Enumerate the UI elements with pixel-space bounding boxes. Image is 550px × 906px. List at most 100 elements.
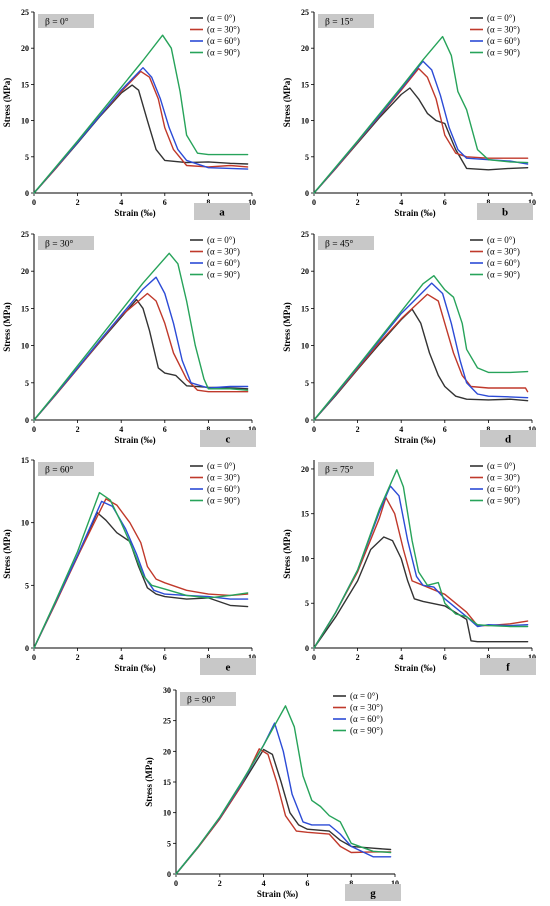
legend-entry: (α = 60°) bbox=[207, 484, 240, 494]
legend-entry: (α = 0°) bbox=[207, 461, 235, 471]
y-tick-label: 5 bbox=[167, 839, 171, 848]
legend-entry: (α = 90°) bbox=[207, 496, 240, 506]
series-line-0 bbox=[33, 298, 249, 421]
legend-entry: (α = 0°) bbox=[487, 235, 515, 245]
y-tick-label: 10 bbox=[21, 342, 29, 351]
series-line-3 bbox=[313, 35, 529, 194]
x-tick-label: 8 bbox=[349, 879, 353, 888]
y-tick-label: 0 bbox=[305, 644, 309, 653]
x-tick-label: 8 bbox=[486, 425, 490, 434]
legend-entry: (α = 30°) bbox=[207, 247, 240, 257]
panel-c: 0 2 4 6 8 10 0 5 10 15 20 25 Strain (‰) Stress (MPa) β… bbox=[2, 230, 256, 447]
y-tick-label: 15 bbox=[301, 80, 309, 89]
legend-entry: (α = 60°) bbox=[207, 258, 240, 268]
beta-label-box bbox=[318, 14, 374, 28]
legend-entry: (α = 30°) bbox=[207, 25, 240, 35]
x-tick-label: 6 bbox=[443, 425, 447, 434]
legend-entry: (α = 90°) bbox=[487, 496, 520, 506]
y-tick-label: 5 bbox=[305, 599, 309, 608]
x-tick-label: 4 bbox=[399, 198, 403, 207]
beta-label-box bbox=[38, 14, 94, 28]
panel-letter-box bbox=[477, 203, 533, 220]
legend-entry: (α = 60°) bbox=[487, 258, 520, 268]
series-line-3 bbox=[175, 705, 392, 875]
panel-letter: b bbox=[502, 207, 508, 219]
x-tick-label: 8 bbox=[206, 425, 210, 434]
x-tick-label: 6 bbox=[443, 198, 447, 207]
x-tick-label: 0 bbox=[312, 198, 316, 207]
beta-label: β = 75° bbox=[325, 465, 353, 476]
x-tick-label: 8 bbox=[486, 198, 490, 207]
legend-entry: (α = 30°) bbox=[487, 247, 520, 257]
y-tick-label: 20 bbox=[301, 465, 309, 474]
y-tick-label: 0 bbox=[305, 189, 309, 198]
series-line-1 bbox=[33, 70, 249, 194]
beta-label-box bbox=[318, 236, 374, 250]
y-tick-label: 25 bbox=[21, 230, 29, 239]
x-axis-title: Strain (‰) bbox=[394, 208, 435, 218]
series-line-2 bbox=[313, 485, 529, 649]
x-tick-label: 4 bbox=[399, 425, 403, 434]
series-line-1 bbox=[313, 293, 529, 421]
series-line-0 bbox=[175, 748, 392, 875]
y-tick-label: 30 bbox=[163, 686, 171, 695]
legend-entry: (α = 30°) bbox=[487, 25, 520, 35]
y-axis-title: Stress (MPa) bbox=[2, 302, 12, 352]
legend-entry: (α = 0°) bbox=[487, 13, 515, 23]
series-line-1 bbox=[33, 292, 249, 421]
x-tick-label: 10 bbox=[528, 198, 536, 207]
y-tick-label: 25 bbox=[163, 717, 171, 726]
x-tick-label: 0 bbox=[174, 879, 178, 888]
legend-entry: (α = 90°) bbox=[487, 48, 520, 58]
y-tick-label: 0 bbox=[25, 189, 29, 198]
x-tick-label: 0 bbox=[32, 653, 36, 662]
y-axis-title: Stress (MPa) bbox=[144, 757, 154, 807]
series-line-3 bbox=[313, 469, 529, 649]
beta-label: β = 0° bbox=[45, 17, 69, 28]
x-tick-label: 8 bbox=[206, 198, 210, 207]
series-line-2 bbox=[33, 500, 249, 649]
legend-entry: (α = 60°) bbox=[487, 36, 520, 46]
x-tick-label: 10 bbox=[528, 653, 536, 662]
panel-e: 0 2 4 6 8 10 0 5 10 15 Strain (‰) Stress (MPa) β = 6… bbox=[2, 456, 256, 675]
x-tick-label: 10 bbox=[528, 425, 536, 434]
y-tick-label: 15 bbox=[301, 304, 309, 313]
series-line-1 bbox=[33, 498, 249, 649]
y-tick-label: 25 bbox=[301, 230, 309, 239]
y-tick-label: 20 bbox=[21, 44, 29, 53]
series-line-0 bbox=[313, 87, 529, 194]
y-tick-label: 15 bbox=[21, 80, 29, 89]
x-axis-title: Strain (‰) bbox=[114, 208, 155, 218]
x-tick-label: 6 bbox=[163, 653, 167, 662]
beta-label: β = 90° bbox=[187, 695, 215, 706]
x-tick-label: 6 bbox=[305, 879, 309, 888]
legend-entry: (α = 90°) bbox=[207, 48, 240, 58]
x-tick-label: 8 bbox=[206, 653, 210, 662]
beta-label: β = 45° bbox=[325, 239, 353, 250]
beta-label-box bbox=[38, 462, 94, 476]
y-tick-label: 25 bbox=[301, 8, 309, 17]
legend-entry: (α = 60°) bbox=[487, 484, 520, 494]
legend-entry: (α = 60°) bbox=[207, 36, 240, 46]
y-tick-label: 10 bbox=[301, 554, 309, 563]
legend-entry: (α = 0°) bbox=[350, 691, 378, 701]
x-tick-label: 2 bbox=[356, 198, 360, 207]
series-line-3 bbox=[313, 275, 529, 421]
legend-entry: (α = 0°) bbox=[207, 13, 235, 23]
x-tick-label: 4 bbox=[119, 425, 123, 434]
beta-label-box bbox=[318, 462, 374, 476]
panel-f: 0 2 4 6 8 10 0 5 10 15 20 Strain (‰) Stress (MPa) β =… bbox=[282, 460, 536, 675]
panel-d: 0 2 4 6 8 10 0 5 10 15 20 25 Strain (‰) Stress (MPa) β… bbox=[282, 230, 536, 447]
panel-letter-box bbox=[200, 658, 256, 675]
y-tick-label: 5 bbox=[305, 379, 309, 388]
series-line-3 bbox=[33, 34, 249, 194]
legend-entry: (α = 30°) bbox=[350, 703, 383, 713]
y-axis-title: Stress (MPa) bbox=[282, 78, 292, 128]
y-tick-label: 10 bbox=[21, 117, 29, 126]
y-axis-title: Stress (MPa) bbox=[2, 78, 12, 128]
panel-letter-box bbox=[345, 884, 401, 901]
panel-letter-box bbox=[200, 430, 256, 447]
panel-letter-box bbox=[480, 658, 536, 675]
